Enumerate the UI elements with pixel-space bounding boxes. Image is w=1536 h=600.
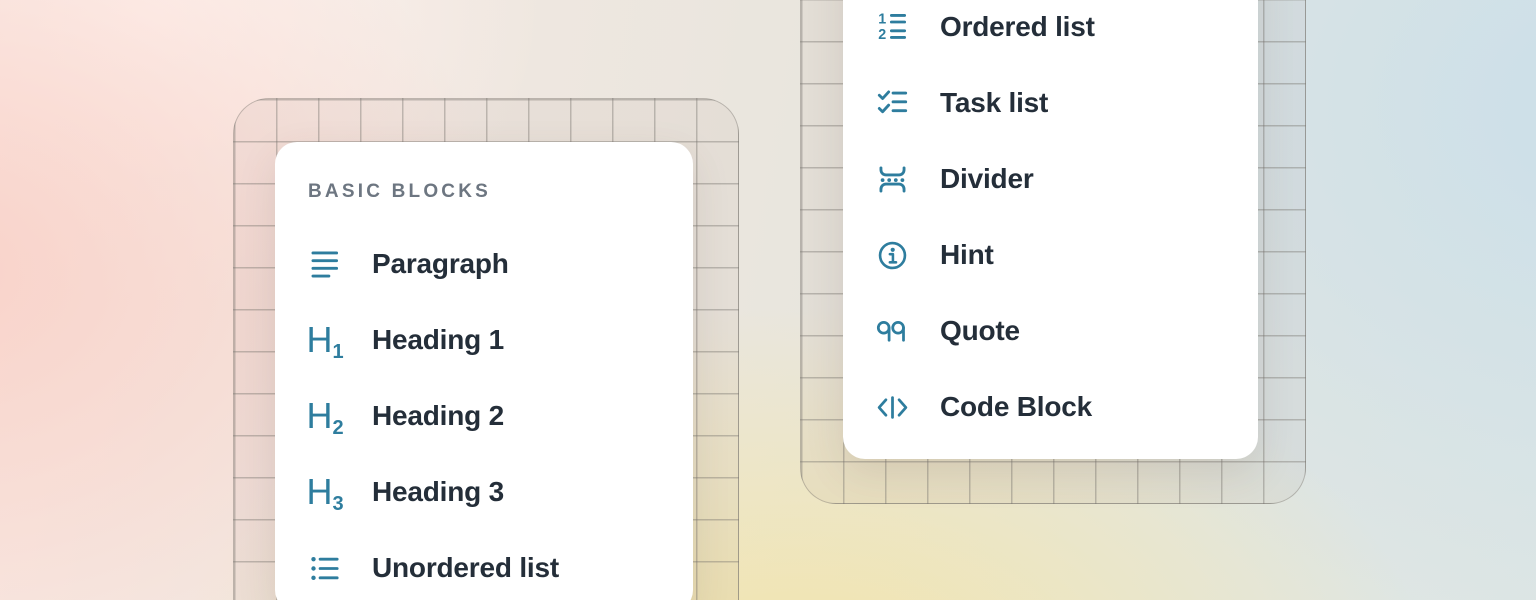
svg-text:2: 2 bbox=[878, 27, 886, 43]
menu-item-label: Quote bbox=[940, 315, 1020, 346]
unordered-list-icon bbox=[306, 550, 342, 586]
menu-item-hint[interactable]: Hint bbox=[843, 217, 1258, 293]
svg-text:1: 1 bbox=[878, 11, 886, 27]
quote-icon bbox=[874, 313, 910, 349]
menu-item-label: Hint bbox=[940, 239, 994, 270]
code-block-icon bbox=[874, 389, 910, 425]
menu-item-list: 1 2 Ordered list Task list Divider Hint Quote C… bbox=[843, 0, 1258, 445]
divider-icon bbox=[874, 161, 910, 197]
menu-item-label: Task list bbox=[940, 87, 1049, 118]
menu-item-label: Divider bbox=[940, 163, 1034, 194]
menu-item-label: Paragraph bbox=[372, 248, 509, 279]
menu-item-code-block[interactable]: Code Block bbox=[843, 369, 1258, 445]
menu-section-title: BASIC BLOCKS bbox=[308, 181, 492, 202]
menu-item-label: Unordered list bbox=[372, 552, 560, 583]
menu-item-divider[interactable]: Divider bbox=[843, 141, 1258, 217]
heading-1-icon: H1 bbox=[306, 319, 343, 363]
menu-item-label: Ordered list bbox=[940, 11, 1095, 42]
menu-item-paragraph[interactable]: Paragraph bbox=[275, 226, 693, 302]
menu-item-label: Heading 3 bbox=[372, 476, 505, 507]
basic-blocks-menu: BASIC BLOCKS Paragraph H1 Heading 1 H2 Headi… bbox=[275, 142, 693, 600]
heading-3-icon: H3 bbox=[306, 471, 343, 515]
paragraph-icon bbox=[306, 246, 342, 282]
blocks-menu-continued: 1 2 Ordered list Task list Divider Hint Quote C… bbox=[843, 0, 1258, 459]
menu-item-label: Code Block bbox=[940, 391, 1093, 422]
hint-icon bbox=[874, 237, 910, 273]
menu-item-heading-3[interactable]: H3 Heading 3 bbox=[275, 454, 693, 530]
menu-item-label: Heading 2 bbox=[372, 400, 505, 431]
menu-item-heading-2[interactable]: H2 Heading 2 bbox=[275, 378, 693, 454]
task-list-icon bbox=[874, 85, 910, 121]
menu-item-list: Paragraph H1 Heading 1 H2 Heading 2 H3 Heading… bbox=[275, 226, 693, 600]
menu-item-task-list[interactable]: Task list bbox=[843, 65, 1258, 141]
menu-item-heading-1[interactable]: H1 Heading 1 bbox=[275, 302, 693, 378]
menu-item-label: Heading 1 bbox=[372, 324, 505, 355]
menu-item-quote[interactable]: Quote bbox=[843, 293, 1258, 369]
menu-item-unordered-list[interactable]: Unordered list bbox=[275, 530, 693, 600]
menu-item-ordered-list[interactable]: 1 2 Ordered list bbox=[843, 0, 1258, 65]
heading-2-icon: H2 bbox=[306, 395, 343, 439]
